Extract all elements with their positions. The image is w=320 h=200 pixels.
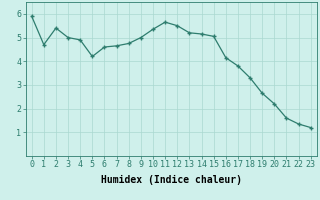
X-axis label: Humidex (Indice chaleur): Humidex (Indice chaleur) bbox=[101, 175, 242, 185]
